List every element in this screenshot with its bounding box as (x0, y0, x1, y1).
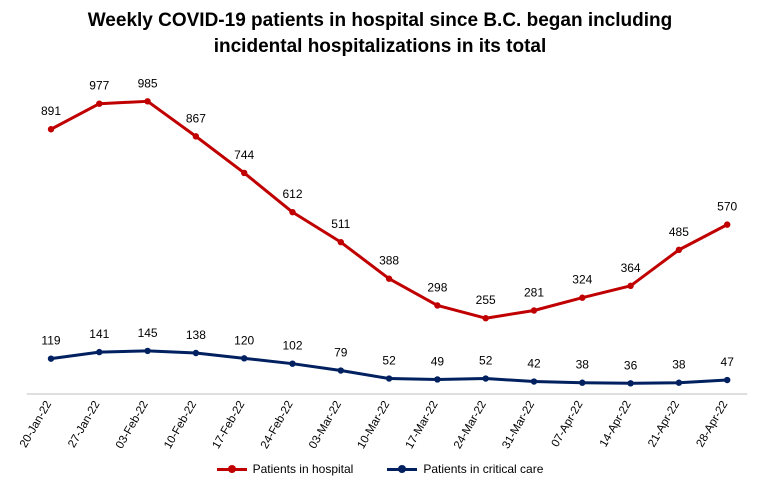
data-point-critical-care (144, 347, 151, 355)
data-point-hospital (289, 208, 296, 216)
data-label-critical-care: 47 (721, 355, 735, 369)
x-tick-label: 17-Mar-22 (404, 399, 441, 451)
data-point-hospital (96, 100, 103, 107)
data-label-critical-care: 120 (234, 333, 254, 347)
data-point-hospital (144, 98, 151, 105)
data-point-critical-care (241, 355, 248, 362)
data-point-hospital (192, 133, 200, 140)
data-label-hospital: 364 (621, 261, 641, 275)
data-point-critical-care (434, 376, 441, 383)
data-label-critical-care: 38 (576, 358, 590, 372)
data-point-critical-care (675, 379, 683, 386)
data-label-critical-care: 79 (334, 346, 348, 360)
chart-title-line-2: incidental hospitalizations in its total (213, 36, 547, 57)
data-label-hospital: 570 (717, 200, 737, 214)
x-tick-label: 28-Apr-22 (694, 399, 730, 449)
x-tick-label: 20-Jan-22 (18, 399, 54, 450)
data-label-critical-care: 141 (89, 327, 109, 341)
data-label-critical-care: 49 (431, 354, 445, 368)
x-tick-label: 24-Feb-22 (259, 399, 296, 451)
data-label-critical-care: 42 (527, 357, 541, 371)
data-label-hospital: 744 (234, 148, 254, 162)
data-point-hospital (47, 126, 55, 133)
data-point-critical-care (627, 380, 634, 387)
data-label-critical-care: 52 (479, 354, 493, 368)
data-label-hospital: 867 (186, 111, 206, 125)
data-label-hospital: 255 (476, 293, 496, 307)
data-point-hospital (337, 238, 344, 246)
data-label-hospital: 388 (379, 254, 399, 268)
data-label-hospital: 977 (89, 79, 109, 93)
data-point-hospital (434, 302, 441, 309)
data-point-critical-care (96, 348, 103, 356)
x-tick-label: 10-Mar-22 (355, 399, 392, 451)
data-point-critical-care (482, 375, 489, 382)
x-tick-label: 03-Feb-22 (114, 399, 151, 451)
data-label-critical-care: 138 (186, 328, 206, 342)
data-point-hospital (724, 221, 731, 228)
series-line-hospital (49, 99, 729, 320)
legend-label-critical-care: Patients in critical care (423, 462, 544, 476)
data-label-critical-care: 102 (282, 339, 302, 353)
data-label-critical-care: 36 (624, 358, 638, 372)
x-tick-label: 10-Feb-22 (162, 399, 199, 451)
data-point-critical-care (724, 376, 731, 384)
data-point-hospital (241, 169, 248, 177)
data-point-critical-care (192, 349, 200, 357)
data-point-hospital (579, 294, 586, 301)
legend-marker-hospital (216, 463, 247, 475)
data-point-hospital (530, 307, 538, 314)
x-tick-label: 24-Mar-22 (452, 399, 489, 451)
data-label-critical-care: 119 (41, 334, 60, 348)
data-point-hospital (385, 275, 393, 282)
data-point-hospital (627, 282, 634, 290)
data-point-critical-care (47, 355, 55, 362)
data-label-hospital: 891 (41, 104, 61, 118)
data-label-hospital: 485 (669, 225, 689, 239)
legend-item-critical-care: Patients in critical care (387, 462, 543, 476)
data-point-hospital (675, 246, 683, 254)
x-tick-label: 17-Feb-22 (210, 399, 247, 451)
legend-item-hospital: Patients in hospital (216, 462, 354, 476)
data-point-critical-care (579, 379, 586, 386)
data-point-critical-care (385, 375, 393, 382)
data-point-critical-care (530, 378, 538, 385)
chart-title: Weekly COVID-19 patients in hospital sin… (0, 8, 760, 60)
data-label-critical-care: 38 (672, 358, 686, 372)
x-tick-label: 21-Apr-22 (646, 399, 682, 449)
data-point-critical-care (289, 360, 296, 367)
data-point-hospital (482, 315, 489, 322)
data-label-critical-care: 52 (382, 354, 396, 368)
data-label-critical-care: 145 (138, 326, 158, 340)
x-tick-label: 03-Mar-22 (307, 399, 344, 451)
data-label-hospital: 511 (331, 217, 350, 231)
x-tick-label: 31-Mar-22 (500, 399, 537, 451)
data-point-critical-care (337, 367, 344, 374)
legend-marker-critical-care (387, 463, 418, 475)
x-tick-label: 07-Apr-22 (550, 399, 586, 449)
chart-title-line-1: Weekly COVID-19 patients in hospital sin… (87, 10, 673, 31)
chart-legend: Patients in hospital Patients in critica… (0, 462, 760, 476)
data-label-hospital: 985 (138, 76, 158, 90)
data-label-hospital: 612 (282, 187, 302, 201)
x-tick-label: 14-Apr-22 (598, 399, 634, 449)
x-tick-label: 27-Jan-22 (66, 399, 102, 450)
legend-label-hospital: Patients in hospital (252, 462, 354, 476)
data-label-hospital: 281 (524, 286, 544, 300)
data-label-hospital: 324 (572, 273, 592, 287)
data-label-hospital: 298 (427, 280, 447, 294)
